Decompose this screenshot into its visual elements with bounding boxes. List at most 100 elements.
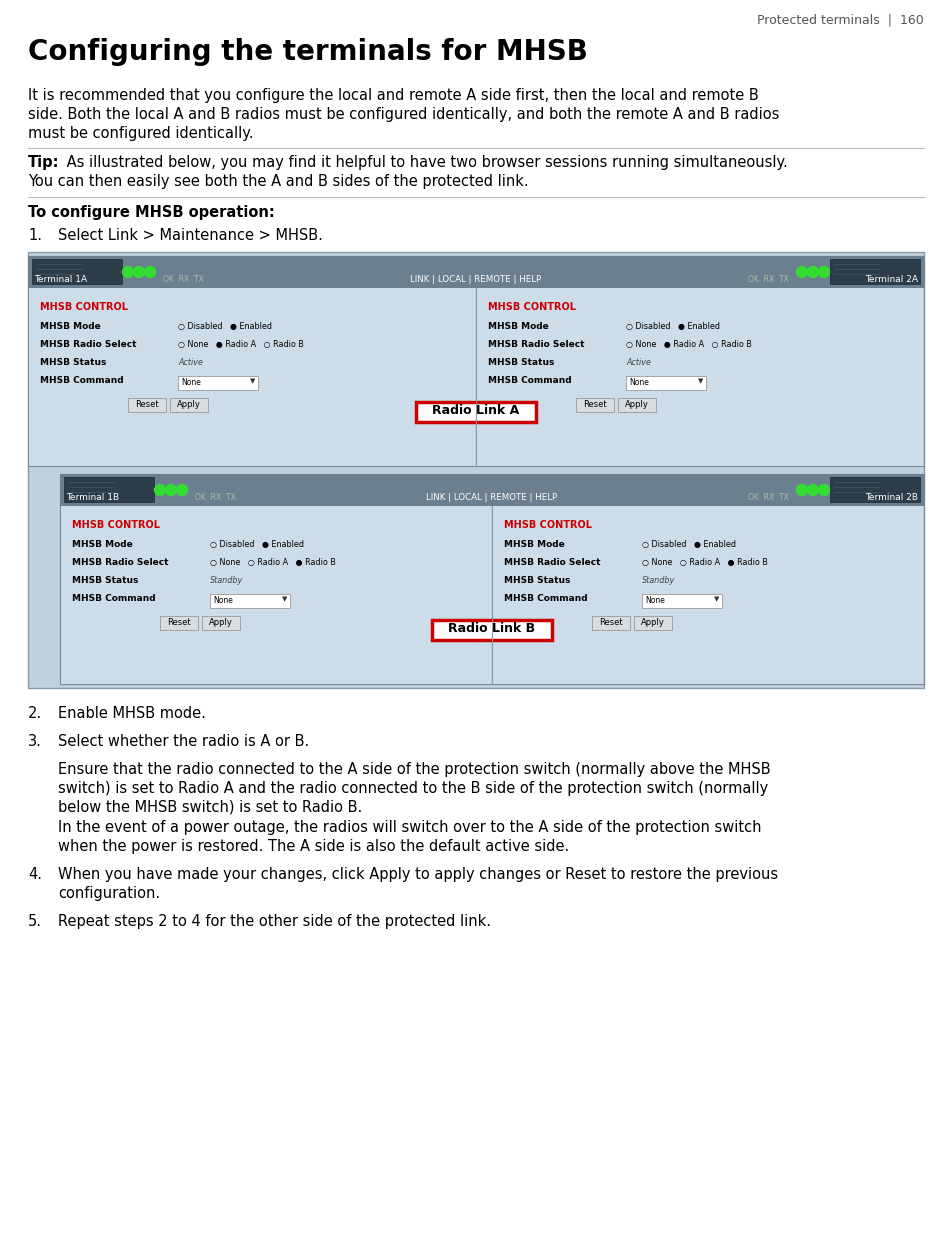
Text: MHSB Command: MHSB Command	[40, 376, 124, 384]
FancyBboxPatch shape	[61, 505, 491, 684]
Text: Ensure that the radio connected to the A side of the protection switch (normally: Ensure that the radio connected to the A…	[58, 763, 770, 778]
Circle shape	[123, 267, 133, 277]
Text: It is recommended that you configure the local and remote A side first, then the: It is recommended that you configure the…	[28, 89, 759, 104]
Text: Standby: Standby	[642, 577, 675, 585]
FancyBboxPatch shape	[493, 505, 923, 684]
Text: OK  RX  TX: OK RX TX	[195, 493, 236, 502]
Text: As illustrated below, you may find it helpful to have two browser sessions runni: As illustrated below, you may find it he…	[62, 155, 787, 170]
FancyBboxPatch shape	[592, 617, 630, 630]
FancyBboxPatch shape	[432, 620, 552, 640]
Text: Reset: Reset	[168, 618, 190, 626]
FancyBboxPatch shape	[202, 617, 240, 630]
Text: MHSB CONTROL: MHSB CONTROL	[488, 302, 576, 312]
Text: Select Link > Maintenance > MHSB.: Select Link > Maintenance > MHSB.	[58, 228, 323, 243]
Text: None: None	[213, 597, 233, 605]
FancyBboxPatch shape	[160, 617, 198, 630]
Text: must be configured identically.: must be configured identically.	[28, 126, 253, 141]
Text: In the event of a power outage, the radios will switch over to the A side of the: In the event of a power outage, the radi…	[58, 820, 762, 835]
Text: ○ Disabled   ● Enabled: ○ Disabled ● Enabled	[626, 322, 720, 331]
Text: MHSB Radio Select: MHSB Radio Select	[504, 558, 601, 567]
FancyBboxPatch shape	[60, 474, 924, 505]
FancyBboxPatch shape	[830, 477, 920, 502]
Text: Apply: Apply	[641, 618, 664, 626]
FancyBboxPatch shape	[830, 260, 920, 285]
Text: OK  RX  TX: OK RX TX	[748, 275, 789, 285]
Text: Standby: Standby	[210, 577, 244, 585]
Text: MHSB Command: MHSB Command	[72, 594, 155, 603]
Text: Reset: Reset	[599, 618, 623, 626]
Text: ○ Disabled   ● Enabled: ○ Disabled ● Enabled	[642, 540, 736, 549]
Circle shape	[154, 484, 166, 495]
Text: To configure MHSB operation:: To configure MHSB operation:	[28, 205, 275, 220]
FancyBboxPatch shape	[477, 288, 923, 466]
Text: OK  RX  TX: OK RX TX	[748, 493, 789, 502]
Text: Apply: Apply	[177, 401, 201, 409]
Text: Protected terminals  |  160: Protected terminals | 160	[757, 14, 924, 27]
Text: ▼: ▼	[698, 378, 704, 384]
Text: ○ None   ○ Radio A   ● Radio B: ○ None ○ Radio A ● Radio B	[210, 558, 336, 567]
Text: 4.: 4.	[28, 867, 42, 882]
Circle shape	[807, 484, 819, 495]
Circle shape	[166, 484, 176, 495]
Circle shape	[819, 267, 829, 277]
Text: 5.: 5.	[28, 914, 42, 929]
Text: Radio Link A: Radio Link A	[432, 404, 520, 417]
FancyBboxPatch shape	[618, 398, 656, 412]
Text: When you have made your changes, click Apply to apply changes or Reset to restor: When you have made your changes, click A…	[58, 867, 778, 882]
Text: ○ Disabled   ● Enabled: ○ Disabled ● Enabled	[178, 322, 272, 331]
FancyBboxPatch shape	[634, 617, 672, 630]
Text: MHSB Radio Select: MHSB Radio Select	[40, 339, 136, 349]
Text: 3.: 3.	[28, 734, 42, 749]
Text: configuration.: configuration.	[58, 886, 160, 901]
Text: Terminal 2A: Terminal 2A	[865, 275, 918, 285]
FancyBboxPatch shape	[32, 260, 122, 285]
Text: switch) is set to Radio A and the radio connected to the B side of the protectio: switch) is set to Radio A and the radio …	[58, 781, 768, 796]
FancyBboxPatch shape	[28, 256, 924, 466]
Text: MHSB Status: MHSB Status	[488, 358, 554, 367]
Circle shape	[807, 267, 819, 277]
FancyBboxPatch shape	[576, 398, 614, 412]
Text: 2.: 2.	[28, 706, 42, 721]
Text: side. Both the local A and B radios must be configured identically, and both the: side. Both the local A and B radios must…	[28, 107, 780, 122]
Text: MHSB Command: MHSB Command	[488, 376, 571, 384]
Text: Apply: Apply	[625, 401, 649, 409]
Text: MHSB CONTROL: MHSB CONTROL	[504, 520, 592, 530]
FancyBboxPatch shape	[28, 256, 924, 288]
Text: MHSB Radio Select: MHSB Radio Select	[488, 339, 585, 349]
Text: MHSB Radio Select: MHSB Radio Select	[72, 558, 169, 567]
FancyBboxPatch shape	[416, 402, 536, 422]
Text: MHSB CONTROL: MHSB CONTROL	[40, 302, 128, 312]
Text: Tip:: Tip:	[28, 155, 59, 170]
Text: None: None	[181, 378, 201, 387]
Text: Active: Active	[626, 358, 651, 367]
Circle shape	[145, 267, 155, 277]
FancyBboxPatch shape	[29, 288, 475, 466]
Text: ▼: ▼	[282, 597, 288, 602]
Text: MHSB Status: MHSB Status	[72, 577, 138, 585]
Text: ▼: ▼	[714, 597, 720, 602]
Text: MHSB CONTROL: MHSB CONTROL	[72, 520, 160, 530]
Circle shape	[176, 484, 188, 495]
Text: None: None	[645, 597, 664, 605]
Text: OK  RX  TX: OK RX TX	[163, 275, 204, 285]
Text: Reset: Reset	[584, 401, 606, 409]
Text: Select whether the radio is A or B.: Select whether the radio is A or B.	[58, 734, 309, 749]
Text: Active: Active	[178, 358, 203, 367]
Text: MHSB Command: MHSB Command	[504, 594, 587, 603]
Text: Enable MHSB mode.: Enable MHSB mode.	[58, 706, 206, 721]
Text: Apply: Apply	[209, 618, 233, 626]
Text: ○ Disabled   ● Enabled: ○ Disabled ● Enabled	[210, 540, 304, 549]
Text: ○ None   ● Radio A   ○ Radio B: ○ None ● Radio A ○ Radio B	[178, 339, 304, 349]
Text: ▼: ▼	[250, 378, 255, 384]
FancyBboxPatch shape	[28, 252, 924, 688]
Text: ○ None   ● Radio A   ○ Radio B: ○ None ● Radio A ○ Radio B	[626, 339, 752, 349]
Text: Configuring the terminals for MHSB: Configuring the terminals for MHSB	[28, 37, 588, 66]
Text: Repeat steps 2 to 4 for the other side of the protected link.: Repeat steps 2 to 4 for the other side o…	[58, 914, 491, 929]
Text: LINK | LOCAL | REMOTE | HELP: LINK | LOCAL | REMOTE | HELP	[410, 275, 542, 285]
FancyBboxPatch shape	[642, 594, 722, 608]
Text: You can then easily see both the A and B sides of the protected link.: You can then easily see both the A and B…	[28, 173, 528, 188]
Text: LINK | LOCAL | REMOTE | HELP: LINK | LOCAL | REMOTE | HELP	[426, 493, 558, 502]
Text: ○ None   ○ Radio A   ● Radio B: ○ None ○ Radio A ● Radio B	[642, 558, 768, 567]
Circle shape	[797, 267, 807, 277]
FancyBboxPatch shape	[178, 376, 258, 389]
